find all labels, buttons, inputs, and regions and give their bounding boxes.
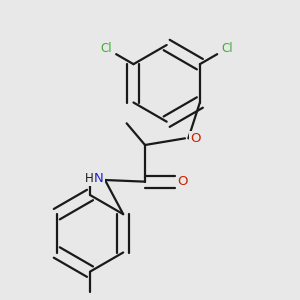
Text: N: N [94, 172, 104, 185]
Text: Cl: Cl [100, 42, 112, 55]
Text: O: O [177, 175, 188, 188]
Text: H: H [85, 172, 93, 185]
Text: Cl: Cl [221, 42, 233, 55]
Text: O: O [190, 132, 201, 145]
